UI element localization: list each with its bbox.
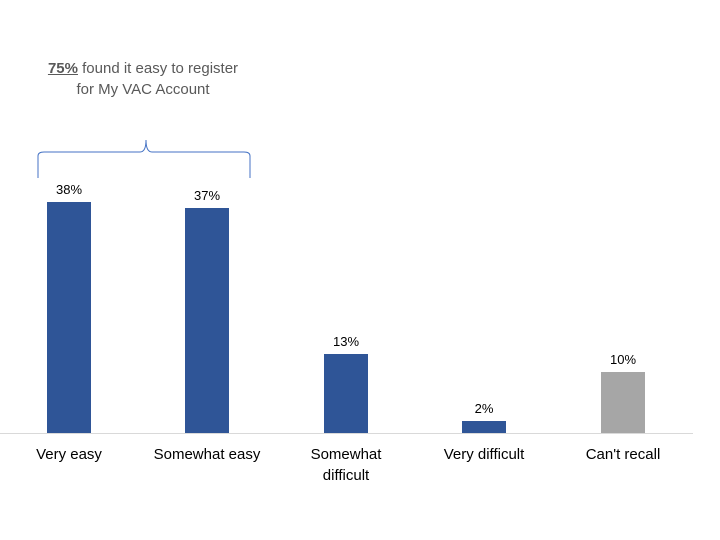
x-axis-line (0, 433, 693, 434)
summary-annotation: 75% found it easy to register for My VAC… (38, 58, 248, 100)
value-label: 38% (55, 182, 83, 197)
bar (601, 372, 645, 433)
value-label: 37% (193, 188, 221, 204)
bracket-icon (37, 139, 251, 178)
bar (47, 202, 91, 433)
value-label: 13% (332, 333, 360, 349)
summary-percent: 75% (47, 60, 78, 77)
bar (185, 208, 229, 433)
value-label: 2% (474, 400, 494, 416)
category-label: Very easy (36, 446, 102, 463)
category-label: Somewhat easy (153, 446, 261, 463)
bar (324, 353, 368, 433)
value-label: 10% (609, 352, 637, 368)
summary-text: found it easy to register for My VAC Acc… (76, 60, 239, 98)
category-label: Somewhat difficult (310, 446, 382, 484)
category-label: Can't recall (585, 446, 661, 463)
bar (462, 420, 506, 433)
category-label: Very difficult (443, 446, 525, 463)
